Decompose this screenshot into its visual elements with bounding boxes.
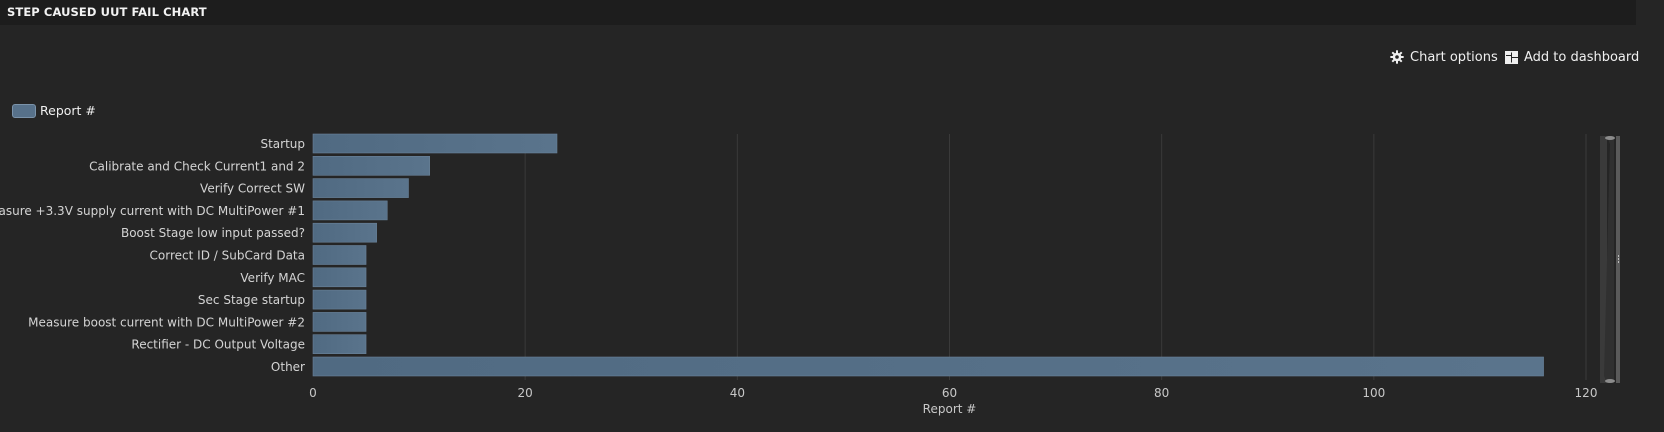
- bar[interactable]: [312, 334, 367, 355]
- category-label: Measure boost current with DC MultiPower…: [28, 315, 305, 329]
- chart-scrollbar[interactable]: [1600, 136, 1620, 383]
- bar[interactable]: [312, 267, 367, 288]
- category-label: Other: [271, 360, 305, 374]
- add-to-dashboard-button[interactable]: Add to dashboard: [1505, 48, 1639, 66]
- x-tick-label: 40: [730, 386, 745, 400]
- scroll-handle-top[interactable]: [1605, 136, 1615, 140]
- category-label: Correct ID / SubCard Data: [150, 249, 305, 263]
- bar[interactable]: [312, 356, 1544, 377]
- x-tick-label: 0: [309, 386, 317, 400]
- bar[interactable]: [312, 245, 367, 265]
- chart-title: STEP CAUSED UUT FAIL CHART: [7, 5, 207, 19]
- grid-lines: [524, 134, 1587, 380]
- bar[interactable]: [312, 156, 430, 176]
- gear-icon: [1390, 50, 1404, 64]
- legend-swatch: [12, 103, 36, 118]
- bar[interactable]: [312, 222, 377, 243]
- category-label: Calibrate and Check Current1 and 2: [89, 159, 305, 173]
- x-tick-label: 20: [518, 386, 533, 400]
- category-label: Sec Stage startup: [198, 293, 305, 307]
- category-label: Verify MAC: [240, 271, 305, 285]
- bar[interactable]: [312, 178, 409, 198]
- category-label: Startup: [260, 137, 305, 151]
- chart-options-button[interactable]: Chart options: [1390, 48, 1498, 66]
- scroll-handle-bottom[interactable]: [1605, 379, 1615, 383]
- x-tick-labels: 0 20 40 60 80 100 120: [309, 386, 1597, 400]
- bar[interactable]: [312, 200, 388, 221]
- x-tick-label: 60: [942, 386, 957, 400]
- category-label: easure +3.3V supply current with DC Mult…: [0, 204, 305, 218]
- x-tick-label: 120: [1575, 386, 1598, 400]
- bar[interactable]: [312, 133, 558, 154]
- x-tick-label: 100: [1362, 386, 1385, 400]
- x-axis-title: Report #: [923, 402, 977, 416]
- x-tick-label: 80: [1154, 386, 1169, 400]
- bars: [312, 133, 1544, 377]
- category-label: Boost Stage low input passed?: [121, 226, 305, 240]
- category-label: Verify Correct SW: [200, 182, 305, 196]
- add-to-dashboard-label: Add to dashboard: [1524, 49, 1640, 65]
- dashboard-grid-icon: [1505, 50, 1518, 64]
- category-label: Rectifier - DC Output Voltage: [131, 338, 305, 352]
- bar[interactable]: [312, 312, 367, 332]
- legend-item-report[interactable]: Report #: [12, 103, 96, 118]
- legend-label: Report #: [40, 103, 96, 118]
- chart-header: STEP CAUSED UUT FAIL CHART: [0, 0, 1636, 25]
- bar[interactable]: [312, 289, 367, 310]
- chart-options-label: Chart options: [1410, 49, 1498, 65]
- category-labels: Startup Calibrate and Check Current1 and …: [0, 137, 305, 374]
